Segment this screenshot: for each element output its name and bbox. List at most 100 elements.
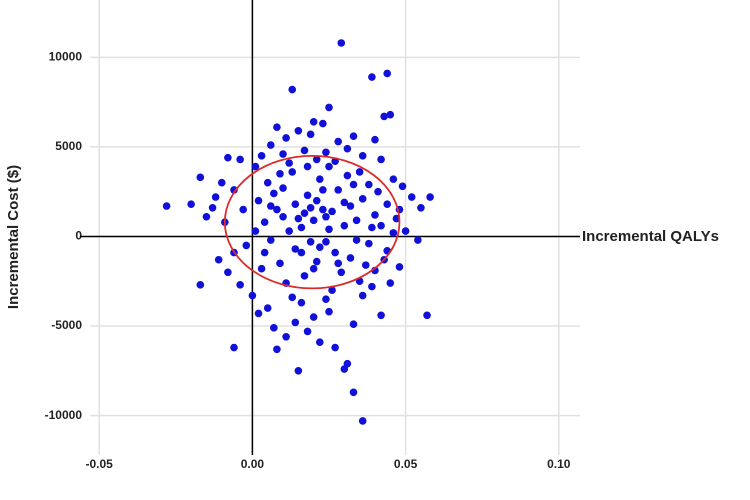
point <box>309 216 318 225</box>
point <box>202 212 211 221</box>
y-tick-label: -10000 <box>45 408 83 422</box>
point <box>325 307 333 316</box>
point <box>346 254 355 262</box>
point <box>368 73 376 81</box>
point <box>319 205 327 214</box>
point <box>414 236 422 244</box>
point <box>337 39 346 47</box>
point <box>196 281 205 289</box>
point <box>334 186 342 194</box>
point <box>383 200 392 209</box>
point <box>309 264 318 273</box>
y-tick-label: 10000 <box>49 49 83 63</box>
x-tick-label: 0.00 <box>241 457 265 471</box>
point <box>276 169 284 178</box>
point <box>306 203 315 212</box>
point <box>254 196 263 205</box>
point <box>303 191 312 200</box>
point <box>260 218 269 226</box>
point <box>251 162 260 171</box>
point <box>279 184 287 192</box>
point <box>196 173 205 182</box>
point <box>263 178 272 187</box>
point <box>374 187 382 196</box>
point <box>242 241 251 250</box>
point <box>260 248 269 257</box>
point <box>377 155 385 164</box>
point <box>407 193 416 201</box>
point <box>309 313 318 321</box>
point <box>285 159 293 167</box>
point <box>398 182 407 191</box>
point <box>322 295 330 303</box>
point <box>239 205 248 214</box>
point <box>294 214 303 223</box>
point <box>346 202 355 210</box>
point <box>349 180 358 189</box>
point <box>224 153 232 162</box>
point <box>282 332 290 341</box>
point <box>300 209 309 217</box>
point <box>224 268 232 277</box>
point <box>270 189 278 198</box>
point <box>368 282 376 291</box>
point <box>358 417 367 425</box>
point <box>288 85 297 94</box>
point <box>291 245 300 253</box>
point <box>322 148 330 157</box>
point <box>349 388 358 397</box>
point <box>349 132 358 140</box>
point <box>377 221 385 230</box>
point <box>325 103 333 112</box>
point <box>312 155 321 164</box>
point <box>355 168 364 176</box>
point <box>340 198 349 207</box>
point <box>257 152 266 160</box>
x-tick-label: 0.10 <box>547 457 571 471</box>
point <box>386 110 395 119</box>
point <box>276 259 284 268</box>
point <box>273 205 281 214</box>
point <box>230 186 238 194</box>
point <box>208 203 217 212</box>
point <box>162 202 171 210</box>
point <box>306 238 315 246</box>
point <box>251 227 260 235</box>
point <box>383 69 392 78</box>
point <box>297 298 306 307</box>
point <box>331 248 339 257</box>
point <box>282 134 290 142</box>
point <box>288 293 297 302</box>
point <box>337 268 346 277</box>
point <box>340 221 349 230</box>
point <box>319 186 327 194</box>
point <box>322 238 330 246</box>
y-tick-label: 5000 <box>55 139 82 153</box>
point <box>377 311 385 320</box>
confidence-ellipse <box>223 154 401 290</box>
point <box>417 203 425 212</box>
point <box>248 291 257 300</box>
point <box>334 259 342 268</box>
point <box>365 180 373 189</box>
point <box>316 175 324 183</box>
point <box>358 152 367 160</box>
point <box>288 168 297 176</box>
point <box>297 223 306 232</box>
point <box>365 239 373 248</box>
point <box>294 126 303 135</box>
point <box>257 264 266 273</box>
point <box>380 112 388 121</box>
point <box>352 216 361 225</box>
point <box>426 193 434 201</box>
point <box>423 311 431 320</box>
point <box>297 248 306 257</box>
point <box>236 155 244 164</box>
point <box>291 318 300 327</box>
point <box>300 146 309 155</box>
point <box>322 212 330 221</box>
point <box>358 195 367 203</box>
point <box>211 193 220 201</box>
point <box>331 343 339 352</box>
